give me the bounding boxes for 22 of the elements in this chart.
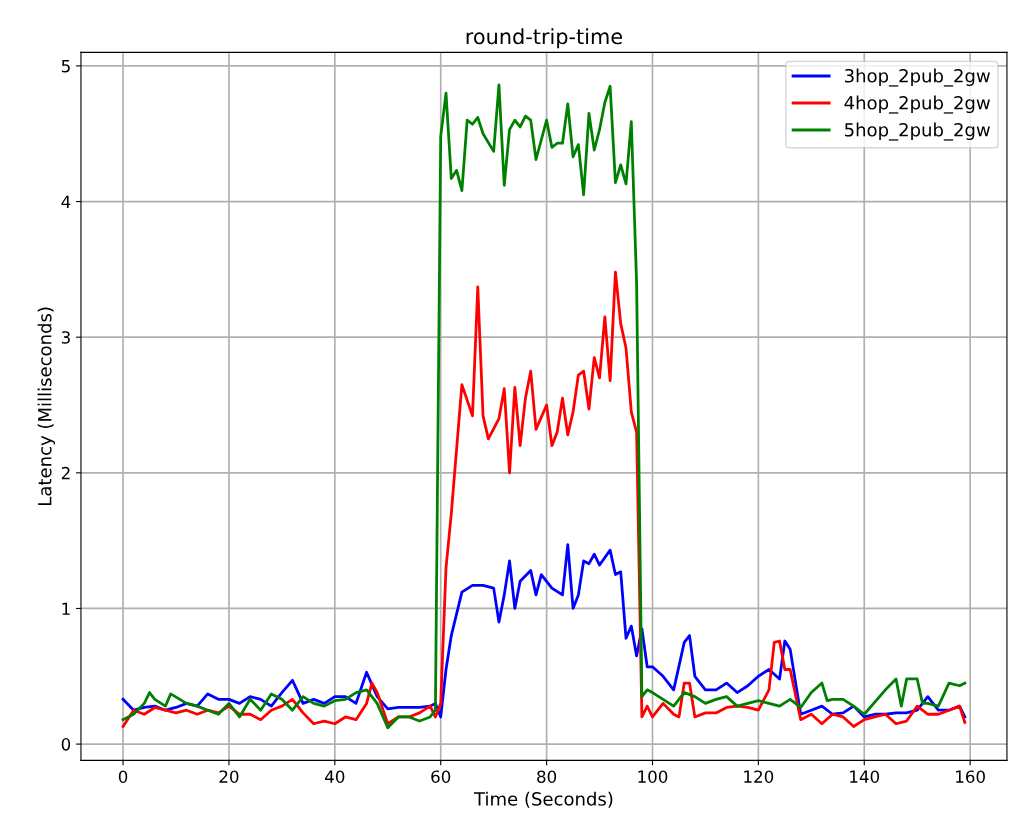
x-tick-label: 140 — [850, 770, 880, 783]
y-tick-label: 4 — [61, 195, 71, 208]
line-series — [121, 270, 967, 728]
x-axis-title: Time (Seconds) — [473, 791, 613, 808]
x-tick-label: 160 — [956, 770, 985, 783]
x-tick-label: 0 — [118, 770, 128, 783]
x-tick-label: 80 — [537, 770, 557, 783]
x-tick-label: 40 — [325, 770, 345, 783]
y-axis-title: Latency (Milliseconds) — [37, 307, 56, 505]
y-tick-label: 3 — [61, 331, 70, 344]
y-tick-label: 5 — [61, 60, 70, 73]
y-tick-label: 1 — [62, 602, 70, 615]
y-tick-label: 0 — [61, 738, 71, 751]
x-tick-label: 100 — [638, 770, 668, 783]
y-tick-label: 2 — [61, 466, 70, 480]
legend-label: 4hop_2pub_2gw — [844, 95, 990, 114]
x-tick-label: 60 — [431, 770, 451, 783]
chart-title: round-trip-time — [466, 28, 623, 49]
legend-label: 3hop_2pub_2gw — [845, 68, 990, 87]
x-tick-label: 120 — [744, 770, 774, 783]
legend-label: 5hop_2pub_2gw — [845, 122, 990, 141]
x-tick-label: 20 — [219, 770, 239, 783]
